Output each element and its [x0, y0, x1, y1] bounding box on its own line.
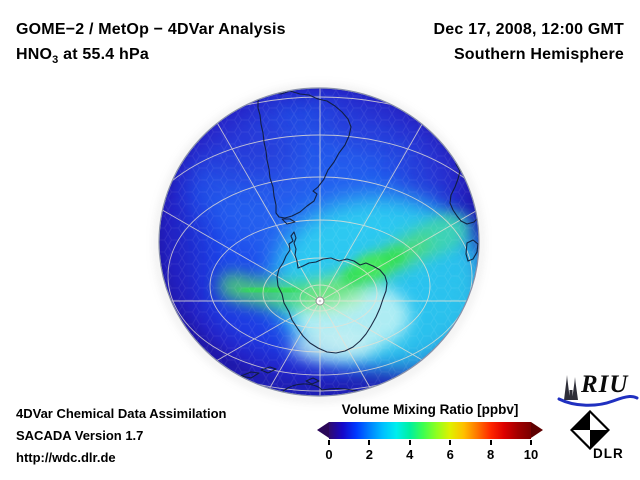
meridian-line [269, 300, 321, 389]
wave-icon [557, 394, 639, 407]
colorbar-tickmark [408, 440, 411, 445]
datetime-block: Dec 17, 2008, 12:00 GMT Southern Hemisph… [434, 17, 624, 67]
dlr-emblem-icon [570, 410, 610, 450]
colorbar-tick-label: 6 [446, 447, 454, 462]
parallel-circle [299, 284, 341, 312]
plot-title: GOME−2 / MetOp − 4DVar Analysis [16, 21, 286, 38]
globe-rim [158, 87, 480, 397]
coast-antarctica [276, 231, 388, 354]
meridian-line [319, 210, 476, 302]
hemisphere-label: Southern Hemisphere [453, 46, 624, 63]
colorbar-tickmark [368, 440, 371, 445]
datetime-label: Dec 17, 2008, 12:00 GMT [433, 21, 624, 38]
pole-marker [315, 296, 325, 306]
parallel-circle [167, 176, 473, 376]
colorbar-right-arrow-icon [531, 422, 543, 438]
coast-tierra-del-fuego [281, 218, 296, 225]
colorbar: Volume Mixing Ratio [ppbv] 0 2 4 6 8 10 [317, 402, 543, 470]
parallel-circle [209, 219, 431, 353]
coast-south-america [257, 90, 352, 219]
plot-title-block: GOME−2 / MetOp − 4DVar Analysis HNO3 at … [16, 17, 286, 73]
riu-logo: RIU [557, 371, 639, 408]
credit-url: http://wdc.dlr.de [16, 450, 116, 465]
meridian-line [216, 122, 321, 302]
coast-madagascar [465, 239, 479, 262]
colorbar-tick-label: 4 [406, 447, 414, 462]
colorbar-tick-label: 2 [365, 447, 374, 462]
colorbar-tickmark [530, 440, 532, 445]
dlr-logo: DLR [570, 410, 634, 472]
coast-new-zealand [240, 366, 277, 379]
meridian-line [216, 300, 321, 361]
credit-line-2: SACADA Version 1.7 [16, 428, 144, 443]
riu-logo-text: RIU [581, 371, 629, 398]
cathedral-icon [564, 375, 578, 400]
graticule [159, 88, 479, 396]
credit-line-1: 4DVar Chemical Data Assimilation [16, 406, 227, 421]
colorbar-tick-label: 10 [523, 447, 539, 462]
colorbar-tick-label: 8 [486, 447, 495, 462]
meridian-line [162, 209, 321, 302]
parallel-circle [262, 257, 378, 329]
hex-texture [159, 88, 479, 396]
species-subscript: 3 [52, 54, 59, 67]
colorbar-tick-label: 0 [325, 447, 333, 462]
meridian-line [319, 300, 371, 389]
colorbar-gradient [329, 422, 531, 439]
colorbar-tickmark [449, 440, 452, 445]
colorbar-tickmark [489, 440, 492, 445]
colorbar-tickmark [328, 440, 330, 445]
coast-tasmania [305, 377, 320, 385]
plot-subtitle: HNO3 at 55.4 hPa [16, 46, 149, 67]
meridian-line [319, 300, 423, 361]
dlr-logo-text: DLR [593, 446, 624, 461]
colorbar-left-arrow-icon [317, 422, 329, 438]
parallel-circle [159, 134, 479, 392]
parallel-circle [159, 96, 479, 396]
credits-block: 4DVar Chemical Data Assimilation SACADA … [16, 403, 227, 469]
colorbar-title: Volume Mixing Ratio [ppbv] [341, 402, 519, 417]
meridian-line [319, 123, 423, 302]
